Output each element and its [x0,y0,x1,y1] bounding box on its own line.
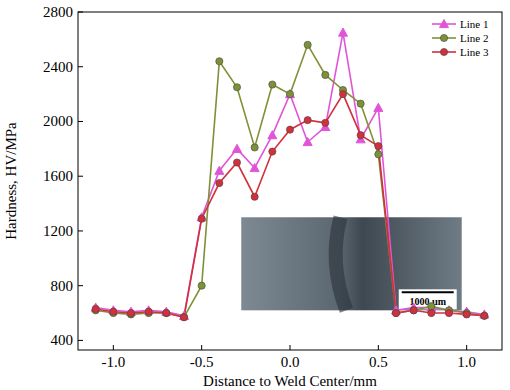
data-area [91,28,489,321]
x-tick-label: -0.5 [190,354,214,370]
point [375,151,382,158]
point [198,282,205,289]
legend-marker [440,34,447,41]
y-tick-label: 1200 [43,223,73,239]
point [216,58,223,65]
point [410,307,417,314]
point [357,100,364,107]
inset-image: 1000 μm [241,217,461,310]
point [286,90,295,98]
series-line [96,45,485,317]
point [375,143,382,150]
x-tick-label: 0.5 [369,354,388,370]
point [251,193,258,200]
point [463,311,470,318]
point [339,91,346,98]
series-line [96,94,485,317]
x-tick-label: 1.0 [457,354,476,370]
point [481,312,488,319]
point [269,81,276,88]
point [357,132,364,139]
plot-frame [78,12,502,350]
point [216,179,223,186]
point [303,138,312,146]
point [163,309,170,316]
y-tick [78,230,83,231]
point [392,309,399,316]
x-axis-title: Distance to Weld Center/mm [203,373,377,389]
point [481,312,488,319]
point [304,117,311,124]
point [233,144,242,152]
y-tick-label: 800 [51,278,74,294]
y-tick-label: 1600 [43,168,73,184]
point [392,309,399,316]
x-tick-label: 0.0 [281,354,300,370]
point [269,148,276,155]
y-axis-title: Hardness, HV/MPa [3,122,19,240]
inset-photo [241,217,461,310]
y-tick [78,285,83,286]
series-line [96,33,485,316]
point [268,131,277,139]
chart: 1000 μm 400 800 1200 1600 2000 2400 2800 -1.0 -0.… [0,0,510,390]
point [339,28,348,36]
y-tick-label: 2800 [43,4,73,20]
point [428,303,435,310]
y-tick [78,176,83,177]
x-tick [466,345,467,350]
y-tick [78,340,83,341]
point [110,308,117,315]
point [92,305,99,312]
point [286,126,293,133]
legend-marker [440,20,449,28]
x-tick [201,345,202,350]
point [233,159,240,166]
legend-marker [440,48,447,55]
x-tick [290,345,291,350]
point [180,314,187,321]
y-tick-label: 2400 [43,59,73,75]
point [163,309,170,316]
x-tick [113,345,114,350]
y-tick-label: 2000 [43,113,73,129]
point [250,164,259,172]
legend-label: Line 1 [460,18,488,30]
point [322,71,329,78]
point [304,41,311,48]
point [180,314,187,321]
scale-bar-ground [399,289,457,309]
point [286,91,293,98]
point [198,215,205,222]
y-tick [78,121,83,122]
x-tick [378,345,379,350]
legend: Line 1 Line 2 Line 3 [432,18,489,58]
y-tick [78,66,83,67]
legend-label: Line 2 [460,32,488,44]
point [251,144,258,151]
point [127,309,134,316]
point [428,309,435,316]
point [215,166,224,174]
inset-weld-zone [336,217,347,310]
y-tick-label: 400 [51,332,74,348]
x-tick-label: -1.0 [101,354,125,370]
point [322,119,329,126]
scale-bar [402,291,454,293]
legend-label: Line 3 [460,46,489,58]
point [374,103,383,111]
point [410,307,417,314]
point [233,84,240,91]
point [445,309,452,316]
point [145,308,152,315]
y-tick [78,12,83,13]
